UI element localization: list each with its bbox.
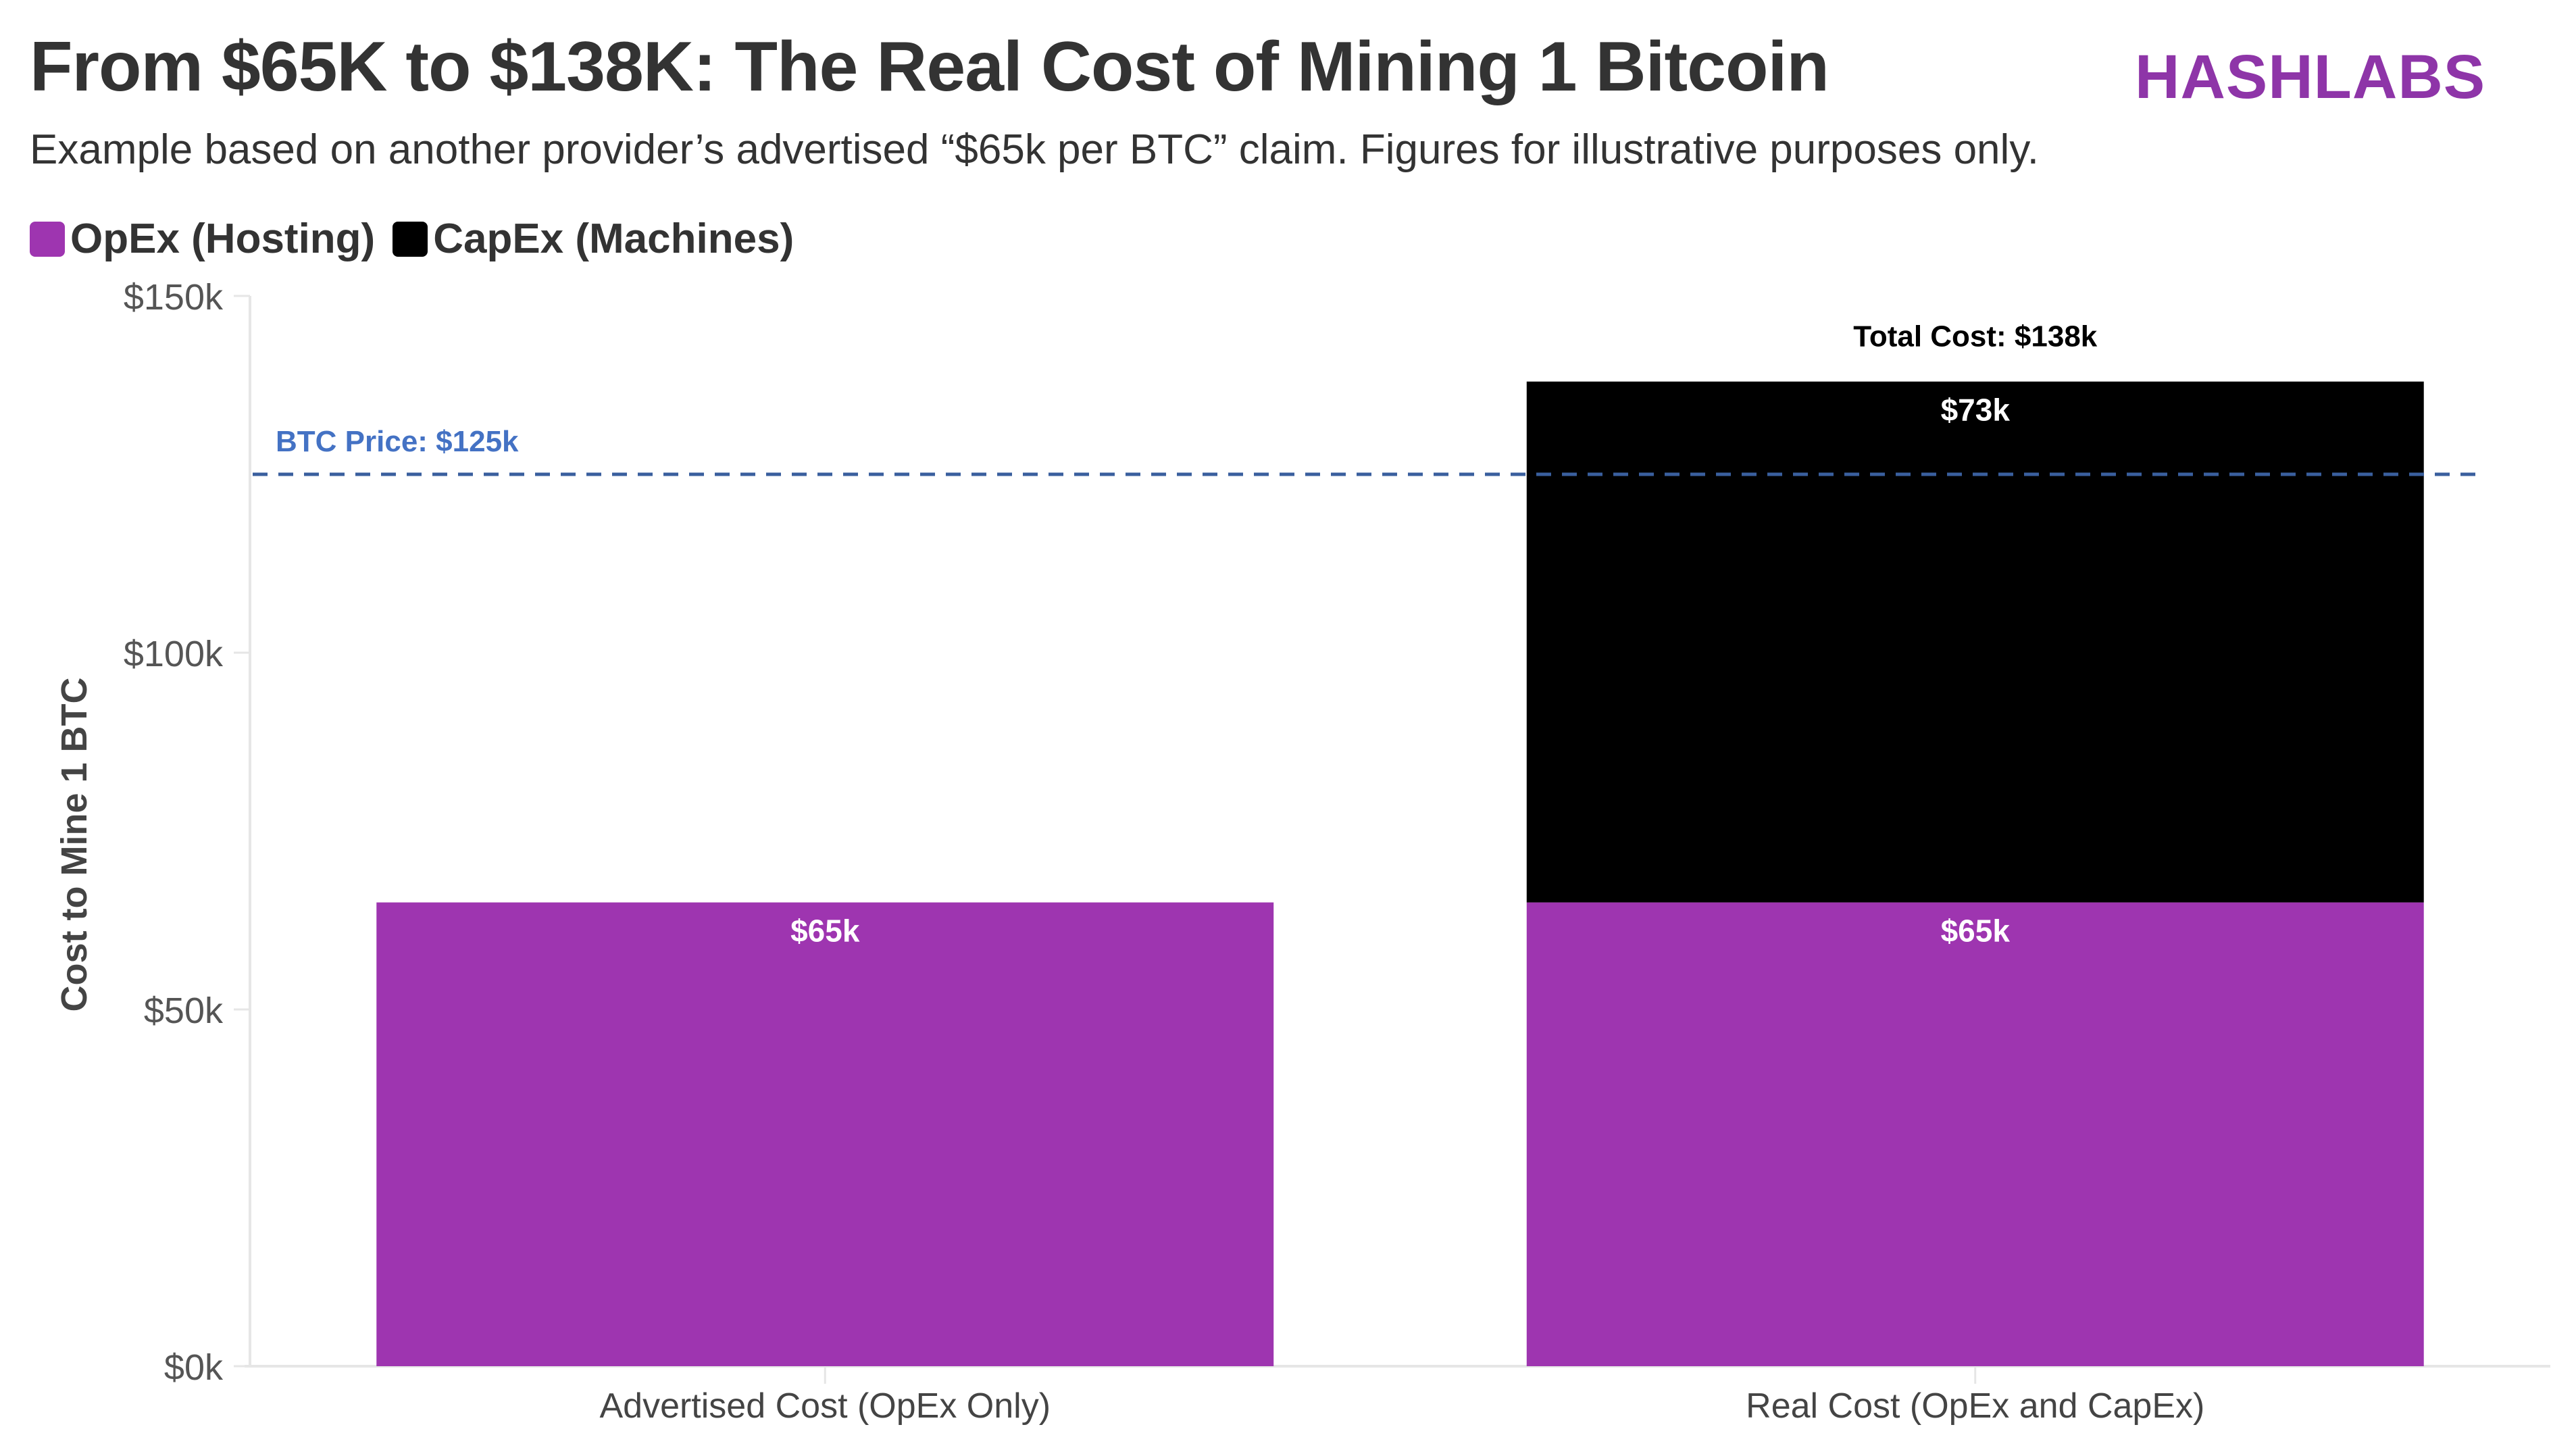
y-axis-title: Cost to Mine 1 BTC <box>54 678 95 1012</box>
x-tick-label: Advertised Cost (OpEx Only) <box>599 1386 1051 1426</box>
y-tick-label: $50k <box>144 991 224 1031</box>
chart-title: From $65K to $138K: The Real Cost of Min… <box>30 28 1829 106</box>
total-cost-label: Total Cost: $138k <box>1853 320 2098 353</box>
y-tick-label: $150k <box>124 277 224 318</box>
x-tick-label: Real Cost (OpEx and CapEx) <box>1746 1386 2204 1426</box>
legend: OpEx (Hosting) CapEx (Machines) <box>30 215 811 263</box>
y-tick-label: $100k <box>124 634 224 674</box>
legend-label-capex: CapEx (Machines) <box>433 216 794 262</box>
legend-item-capex: CapEx (Machines) <box>393 215 794 263</box>
legend-item-opex: OpEx (Hosting) <box>30 215 375 263</box>
y-tick-label: $0k <box>164 1347 224 1388</box>
legend-swatch-capex <box>393 221 428 257</box>
legend-label-opex: OpEx (Hosting) <box>70 216 376 262</box>
legend-swatch-opex <box>30 221 65 257</box>
bar-value-label: $73k <box>1941 393 2011 428</box>
hashlabs-logo: HASHLABS <box>2135 43 2486 111</box>
chart-subtitle: Example based on another provider’s adve… <box>30 126 2039 173</box>
bar-value-label: $65k <box>1941 913 2011 949</box>
btc-price-label: BTC Price: $125k <box>276 425 519 458</box>
bar-segment-capex <box>1526 381 2424 903</box>
bar-value-label: $65k <box>790 913 860 949</box>
bar-segment-opex <box>1526 902 2424 1366</box>
bar-segment-opex <box>376 902 1274 1366</box>
